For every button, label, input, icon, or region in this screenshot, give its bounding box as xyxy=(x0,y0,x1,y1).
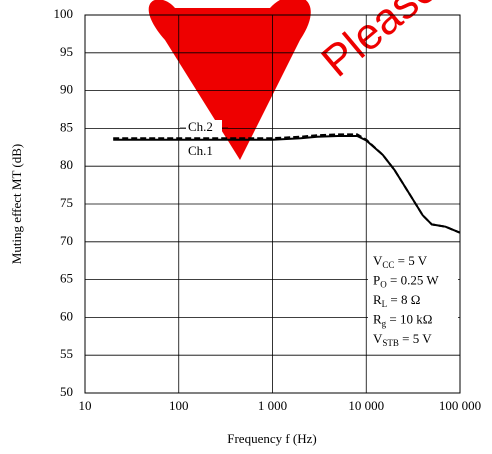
condition: PO = 0.25 W xyxy=(373,272,439,289)
y-tick-label: 95 xyxy=(60,44,73,59)
symbol: P xyxy=(373,272,380,287)
series-label: Ch.1 xyxy=(188,143,213,158)
conditions: VCC = 5 VPO = 0.25 WRL = 8 ΩRg = 10 kΩVS… xyxy=(373,253,439,348)
x-tick-label: 1 000 xyxy=(258,398,287,413)
subscript: CC xyxy=(382,260,394,270)
condition-value: = 8 Ω xyxy=(387,292,420,307)
y-tick-label: 60 xyxy=(60,308,73,323)
subscript: g xyxy=(382,319,387,329)
condition: RL = 8 Ω xyxy=(373,292,420,309)
symbol: R xyxy=(373,311,382,326)
y-tick-label: 55 xyxy=(60,346,73,361)
y-tick-label: 85 xyxy=(60,119,73,134)
y-axis-title: Muting effect MT (dB) xyxy=(9,144,24,264)
series-label: Ch.2 xyxy=(188,119,213,134)
x-tick-label: 10 xyxy=(79,398,92,413)
series-line xyxy=(113,135,461,234)
condition: VCC = 5 V xyxy=(373,253,428,270)
label-bg xyxy=(186,120,222,136)
conditions-bg xyxy=(368,250,458,348)
watermark: Please v xyxy=(312,0,473,87)
y-tick-label: 90 xyxy=(60,82,73,97)
subscript: STB xyxy=(382,338,399,348)
x-tick-label: 10 000 xyxy=(348,398,384,413)
y-tick-label: 50 xyxy=(60,384,73,399)
symbol: V xyxy=(373,331,383,346)
watermark-shape xyxy=(148,0,311,160)
x-tick-label: 100 xyxy=(169,398,189,413)
plot-frame xyxy=(84,14,461,394)
symbol: R xyxy=(373,292,382,307)
x-tick-label: 100 000 xyxy=(439,398,481,413)
condition-value: = 5 V xyxy=(394,253,427,268)
condition-value: = 5 V xyxy=(399,331,432,346)
condition: Rg = 10 kΩ xyxy=(373,311,432,328)
series-line xyxy=(113,133,461,234)
subscript: L xyxy=(382,299,388,309)
y-tick-label: 65 xyxy=(60,271,73,286)
condition-value: = 0.25 W xyxy=(387,272,440,287)
y-tick-label: 100 xyxy=(54,6,74,21)
condition-value: = 10 kΩ xyxy=(386,311,432,326)
y-tick-label: 75 xyxy=(60,195,73,210)
subscript: O xyxy=(380,280,387,290)
y-tick-label: 80 xyxy=(60,157,73,172)
y-tick-label: 70 xyxy=(60,233,73,248)
condition: VSTB = 5 V xyxy=(373,331,432,348)
symbol: V xyxy=(373,253,383,268)
x-axis-title: Frequency f (Hz) xyxy=(227,431,317,446)
